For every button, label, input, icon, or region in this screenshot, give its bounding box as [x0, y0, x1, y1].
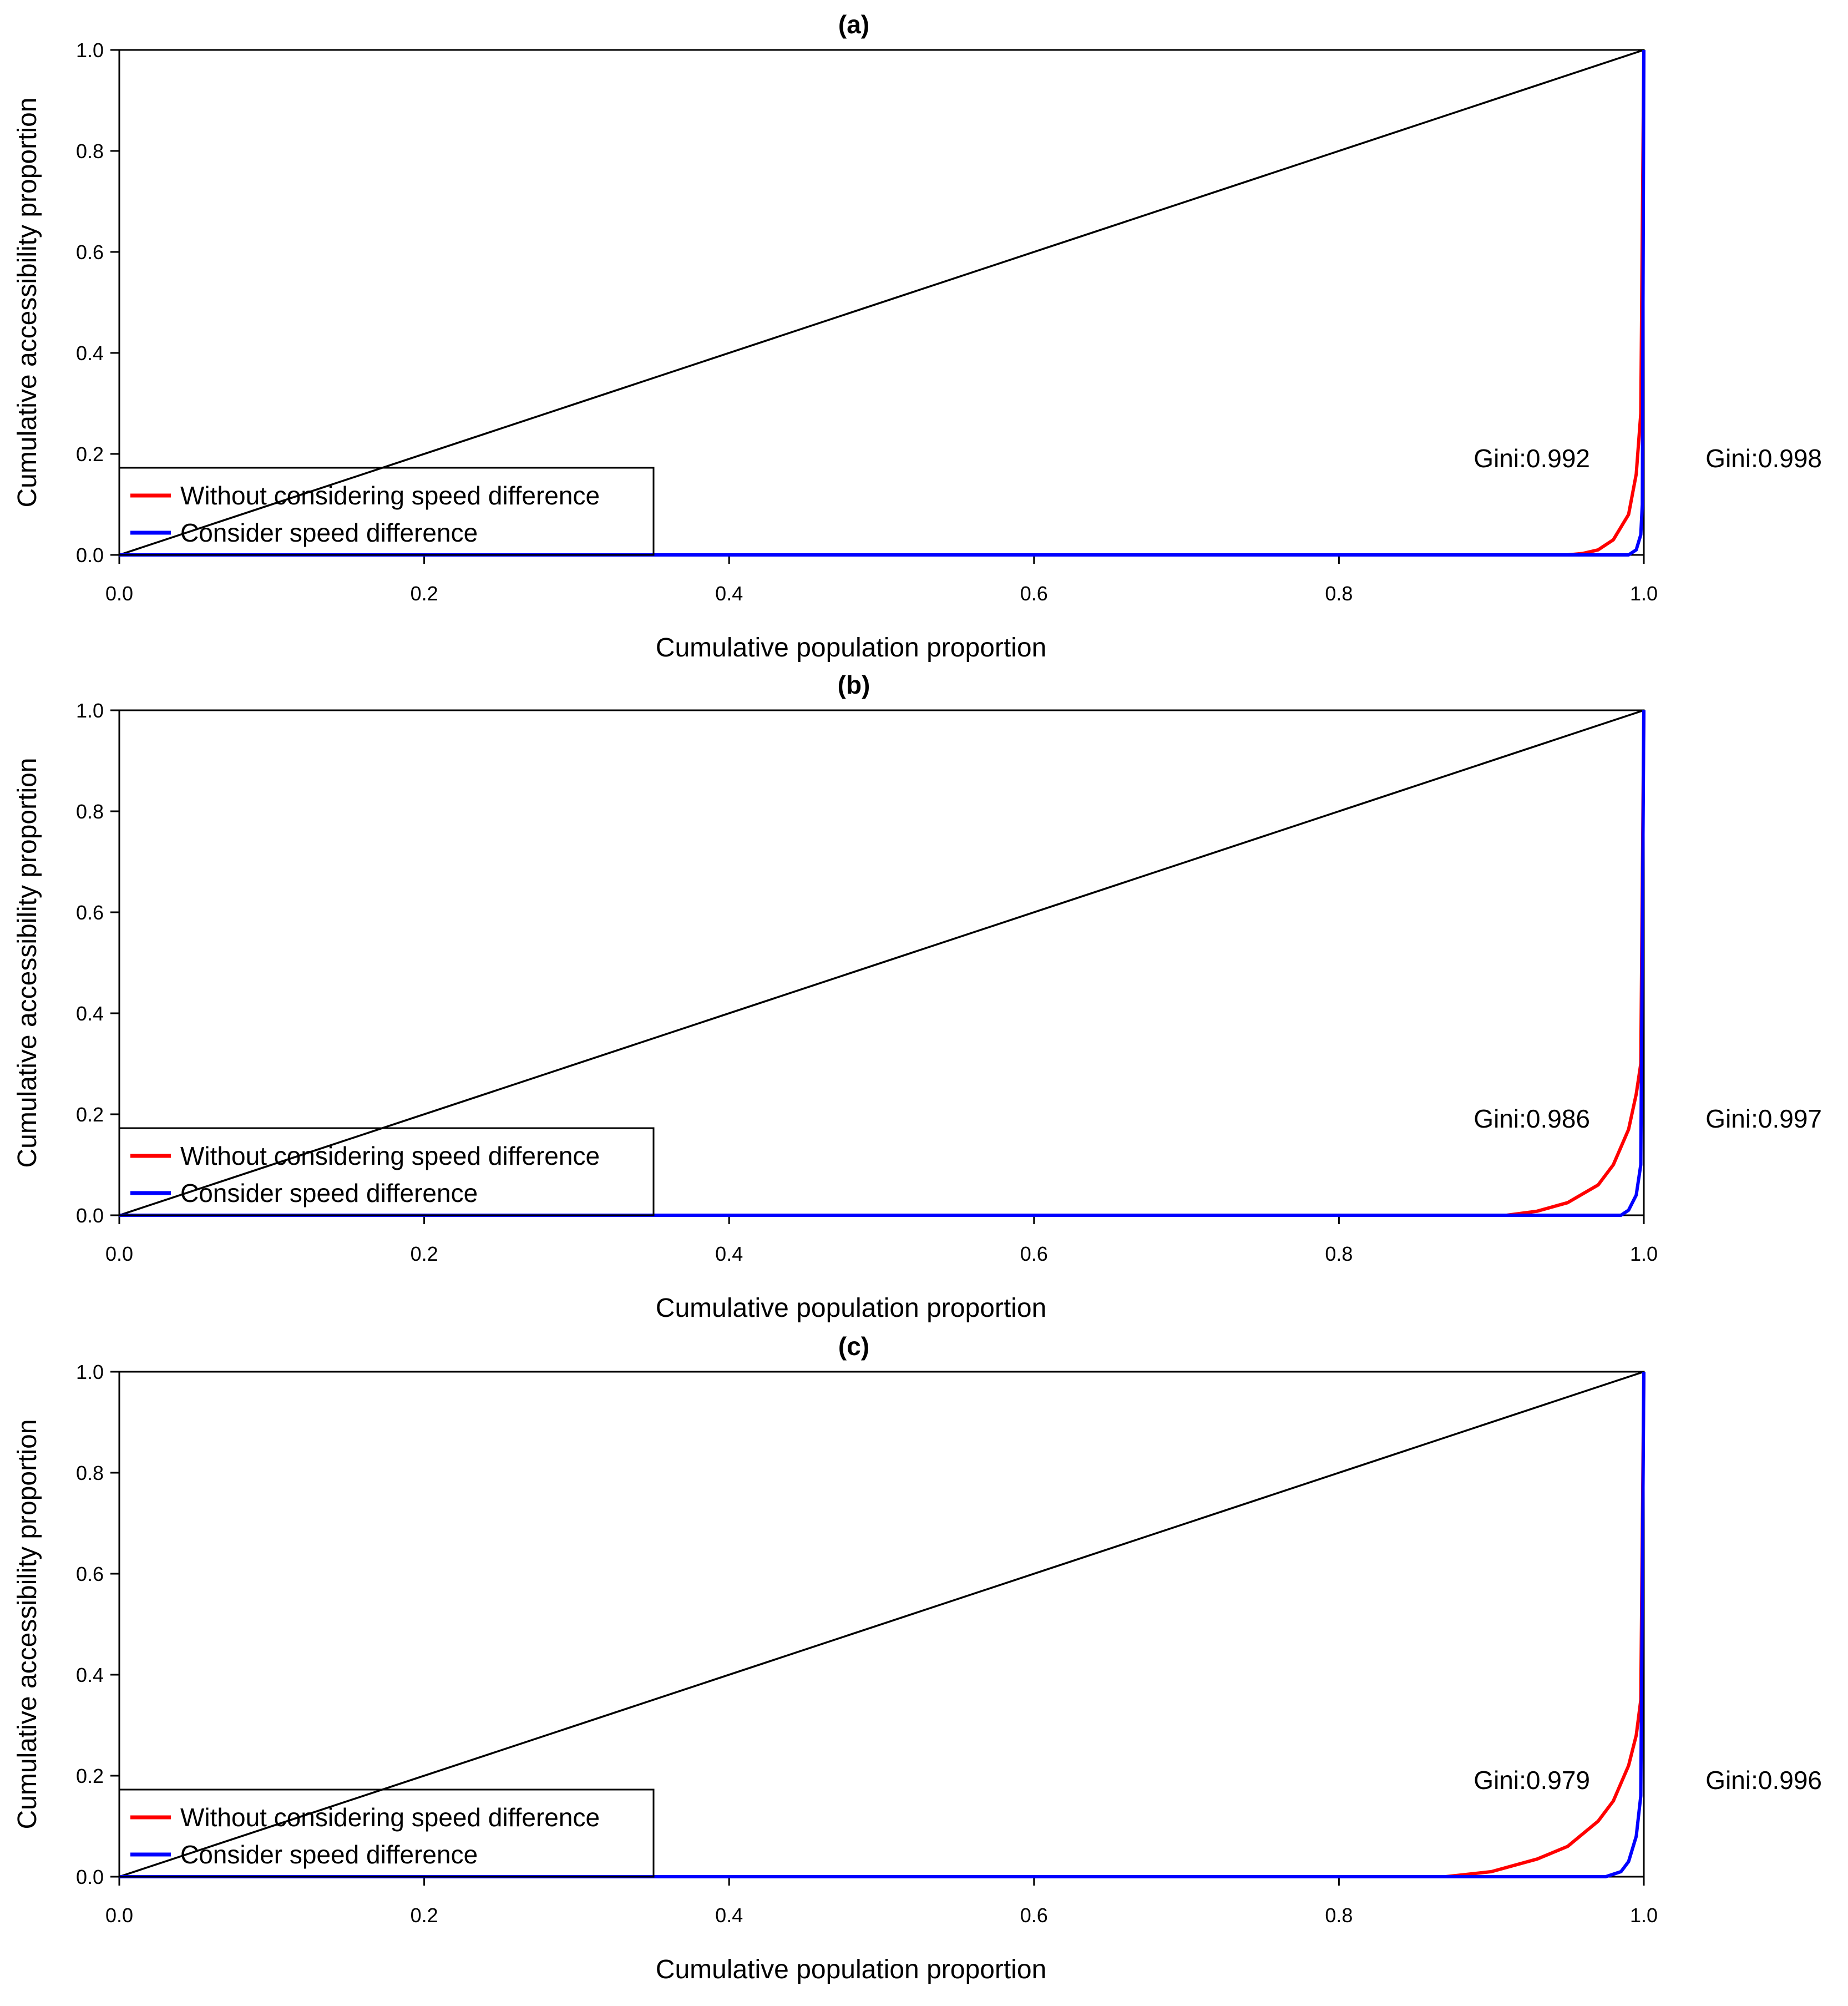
chart-panel-a: (a) 0.0 0.2 0.4 0.6 0.8 1.0 0.0 0.2 0.4 0.6 0.8 1.0 C… [13, 10, 1822, 663]
x-tick-label: 0.2 [411, 582, 438, 605]
legend-box [118, 467, 655, 556]
chart-title: (a) [838, 10, 869, 39]
chart-panel-b: (b) 0.0 0.2 0.4 0.6 0.8 1.0 0.0 0.2 0.4 0.6 0.8 1.0 C… [13, 670, 1822, 1323]
y-tick-label: 0.4 [76, 1002, 104, 1025]
series-line-with-speed [119, 710, 1646, 1217]
x-tick-label: 0.0 [105, 1904, 133, 1927]
legend-box [118, 1127, 655, 1216]
y-tick-label: 0.0 [76, 544, 104, 567]
gini-annotation-without-speed: Gini:0.979 [1474, 1766, 1590, 1795]
y-tick-label: 0.6 [76, 901, 104, 924]
gini-annotation-with-speed: Gini:0.997 [1705, 1104, 1822, 1133]
y-tick-label: 0.4 [76, 342, 104, 365]
y-tick-label: 1.0 [76, 39, 104, 62]
x-tick-label: 1.0 [1630, 1242, 1658, 1265]
y-axis-label: Cumulative accessibility proportion [13, 1419, 42, 1830]
legend-label: Without considering speed difference [180, 1803, 600, 1832]
legend-label: Without considering speed difference [180, 481, 600, 510]
y-tick-label: 0.8 [76, 1462, 104, 1484]
chart-title: (c) [838, 1332, 869, 1361]
y-tick-label: 0.6 [76, 241, 104, 264]
x-axis-label: Cumulative population proportion [656, 1293, 1046, 1323]
x-tick-label: 0.8 [1325, 1242, 1353, 1265]
y-tick-label: 0.8 [76, 800, 104, 823]
y-tick-label: 0.8 [76, 140, 104, 163]
y-axis-label: Cumulative accessibility proportion [13, 98, 42, 508]
x-tick-label: 0.6 [1020, 582, 1048, 605]
x-tick-label: 0.2 [411, 1242, 438, 1265]
gini-annotation-without-speed: Gini:0.986 [1474, 1104, 1590, 1133]
equality-line [119, 1371, 1644, 1878]
y-tick-label: 0.6 [76, 1563, 104, 1585]
gini-annotation-with-speed: Gini:0.996 [1705, 1766, 1822, 1795]
y-tick-label: 0.0 [76, 1204, 104, 1227]
x-tick-label: 0.4 [715, 582, 743, 605]
series-line-without-speed [119, 710, 1646, 1217]
series-line-with-speed [119, 49, 1646, 557]
x-axis-label: Cumulative population proportion [656, 633, 1046, 663]
x-tick-label: 0.0 [105, 582, 133, 605]
y-tick-label: 0.2 [76, 443, 104, 466]
x-tick-label: 1.0 [1630, 582, 1658, 605]
y-tick-label: 1.0 [76, 699, 104, 722]
equality-line [119, 709, 1644, 1216]
gini-annotation-without-speed: Gini:0.992 [1474, 444, 1590, 473]
legend-label: Consider speed difference [180, 1179, 478, 1207]
series-line-with-speed [119, 1371, 1646, 1878]
x-tick-label: 1.0 [1630, 1904, 1658, 1927]
x-tick-label: 0.4 [715, 1904, 743, 1927]
series-line-without-speed [119, 1371, 1646, 1878]
chart-title: (b) [838, 670, 870, 699]
chart-panel-c: (c) 0.0 0.2 0.4 0.6 0.8 1.0 0.0 0.2 0.4 0.6 0.8 1.0 C… [13, 1332, 1822, 1984]
gini-annotation-with-speed: Gini:0.998 [1705, 444, 1822, 473]
x-tick-label: 0.8 [1325, 1904, 1353, 1927]
y-axis-label: Cumulative accessibility proportion [13, 758, 42, 1168]
y-tick-label: 0.4 [76, 1664, 104, 1686]
x-tick-label: 0.2 [411, 1904, 438, 1927]
x-tick-label: 0.8 [1325, 582, 1353, 605]
legend-label: Consider speed difference [180, 1840, 478, 1869]
equality-line [119, 49, 1644, 556]
legend-box [118, 1788, 655, 1878]
y-tick-label: 0.2 [76, 1765, 104, 1787]
x-axis-label: Cumulative population proportion [656, 1955, 1046, 1984]
x-tick-label: 0.0 [105, 1242, 133, 1265]
x-tick-label: 0.6 [1020, 1904, 1048, 1927]
x-tick-label: 0.6 [1020, 1242, 1048, 1265]
y-tick-label: 0.0 [76, 1866, 104, 1888]
y-tick-label: 0.2 [76, 1103, 104, 1126]
legend-label: Consider speed difference [180, 518, 478, 547]
y-tick-label: 1.0 [76, 1361, 104, 1383]
legend-label: Without considering speed difference [180, 1141, 600, 1170]
x-tick-label: 0.4 [715, 1242, 743, 1265]
